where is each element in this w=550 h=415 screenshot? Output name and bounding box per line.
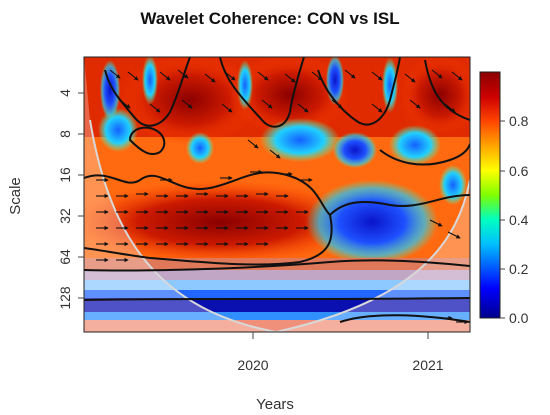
y-tick-label: 32	[57, 208, 73, 224]
phase-arrows	[96, 69, 469, 325]
y-axis-label: Scale	[7, 177, 24, 215]
significance-contours	[84, 57, 470, 323]
plot-frame	[83, 56, 471, 333]
heatmap-panel	[84, 57, 470, 332]
cone-of-influence-shading	[84, 57, 470, 332]
x-axis: 2020 2021 Years	[237, 332, 444, 413]
x-tick-label: 2020	[237, 357, 268, 373]
y-tick-label: 4	[57, 89, 73, 97]
y-axis: 4 8 16 32 64 128 Scale	[7, 89, 84, 310]
y-tick-label: 128	[57, 286, 73, 310]
chart-title: Wavelet Coherence: CON vs ISL	[140, 9, 399, 28]
x-axis-label: Years	[256, 396, 294, 413]
y-tick-label: 8	[57, 130, 73, 138]
colorbar-tick-label: 0.4	[509, 212, 529, 228]
colorbar-gradient	[479, 71, 501, 319]
x-tick-label: 2021	[412, 357, 443, 373]
colorbar: 0.0 0.2 0.4 0.6 0.8	[479, 71, 529, 326]
colorbar-tick-label: 0.0	[509, 310, 529, 326]
colorbar-tick-label: 0.2	[509, 261, 529, 277]
colorbar-tick-label: 0.8	[509, 113, 529, 129]
colorbar-tick-label: 0.6	[509, 163, 529, 179]
y-tick-label: 64	[57, 249, 73, 265]
y-tick-label: 16	[57, 167, 73, 183]
